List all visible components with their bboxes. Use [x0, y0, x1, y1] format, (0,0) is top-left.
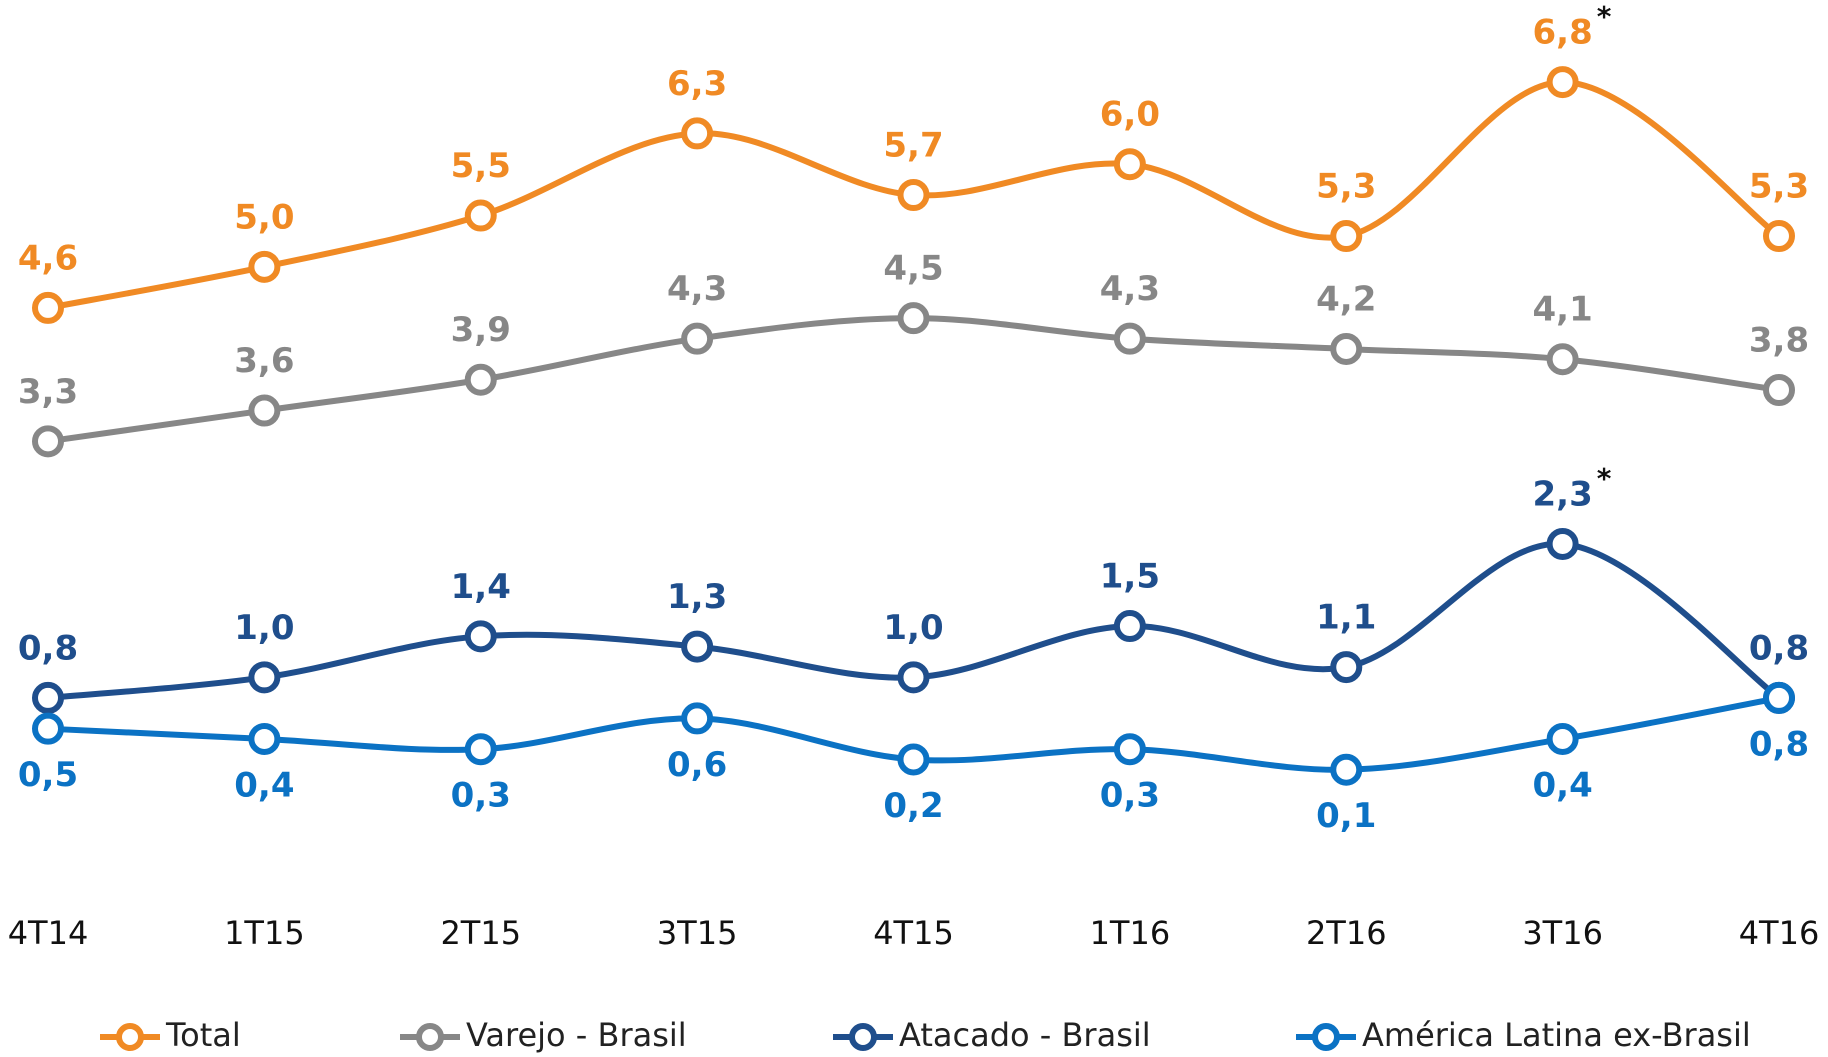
- data-label: 0,1: [1316, 796, 1376, 836]
- point: [1113, 733, 1146, 766]
- point: [464, 620, 497, 653]
- data-label: 0,2: [883, 786, 943, 826]
- point: [1113, 322, 1146, 355]
- point: [248, 661, 281, 694]
- x-tick-label: 4T16: [1739, 914, 1820, 952]
- legend-label: Atacado - Brasil: [899, 1016, 1151, 1054]
- x-tick-label: 3T15: [657, 914, 738, 952]
- data-label: 3,8: [1749, 321, 1809, 361]
- legend-marker: [849, 1023, 877, 1051]
- point: [681, 630, 714, 663]
- data-label: 4,5: [883, 249, 943, 289]
- point: [897, 661, 930, 694]
- point: [1330, 651, 1363, 684]
- data-label: 1,4: [451, 567, 511, 607]
- point: [681, 322, 714, 355]
- legend-label: América Latina ex-Brasil: [1362, 1016, 1751, 1054]
- data-label: 4,6: [18, 238, 78, 278]
- point: [1330, 753, 1363, 786]
- data-label: 0,4: [234, 765, 294, 805]
- data-label: 2,3: [1533, 474, 1593, 514]
- point: [32, 425, 64, 458]
- x-tick-label: 1T16: [1090, 914, 1171, 952]
- point: [32, 291, 64, 324]
- data-label: 5,7: [883, 126, 943, 166]
- point: [1330, 332, 1363, 365]
- series-line: [47, 540, 1781, 701]
- point: [1546, 66, 1579, 99]
- point: [1546, 722, 1579, 755]
- point: [1763, 374, 1795, 406]
- data-label: 1,0: [883, 608, 943, 648]
- data-label: 5,3: [1749, 167, 1809, 207]
- point: [464, 199, 497, 232]
- point: [248, 394, 281, 427]
- point: [32, 681, 64, 714]
- x-tick-label: 4T14: [8, 914, 89, 952]
- data-label: 1,5: [1100, 557, 1160, 597]
- data-label: 0,8: [1749, 628, 1809, 668]
- data-label: 0,8: [1749, 724, 1809, 764]
- point: [1763, 220, 1795, 253]
- point: [248, 722, 281, 755]
- data-label: 0,4: [1533, 765, 1593, 805]
- legend-label: Total: [165, 1016, 241, 1054]
- series-line: [47, 315, 1780, 445]
- legend-label: Varejo - Brasil: [466, 1016, 687, 1054]
- point: [464, 363, 497, 396]
- point: [1113, 610, 1146, 643]
- point: [1113, 148, 1146, 181]
- data-label: 3,9: [451, 310, 511, 350]
- point: [1546, 343, 1579, 376]
- point: [681, 702, 714, 735]
- x-tick-label: 1T15: [224, 914, 305, 952]
- point: [1546, 527, 1579, 560]
- data-label: 0,3: [1100, 776, 1160, 816]
- data-label: 4,3: [667, 269, 727, 309]
- data-label: 3,6: [234, 341, 294, 381]
- annotation: *: [1597, 0, 1612, 33]
- point: [897, 179, 930, 211]
- annotation: *: [1597, 462, 1612, 495]
- point: [248, 250, 281, 283]
- legend-marker: [1312, 1023, 1340, 1051]
- legend-marker: [116, 1023, 144, 1051]
- series-line: [47, 79, 1781, 311]
- point: [897, 302, 930, 335]
- x-tick-label: 4T15: [873, 914, 954, 952]
- data-label: 1,1: [1316, 598, 1376, 638]
- point: [681, 117, 714, 150]
- data-label: 4,2: [1316, 279, 1376, 319]
- data-label: 4,3: [1100, 269, 1160, 309]
- point: [1330, 220, 1363, 253]
- data-label: 5,5: [451, 146, 511, 186]
- point: [1763, 681, 1795, 714]
- data-label: 3,3: [18, 372, 78, 412]
- point: [897, 743, 930, 776]
- data-label: 1,0: [234, 608, 294, 648]
- data-label: 5,3: [1316, 167, 1376, 207]
- data-label: 6,3: [667, 64, 727, 104]
- data-label: 1,3: [667, 577, 727, 617]
- data-label: 0,5: [18, 755, 78, 795]
- data-label: 0,3: [451, 776, 511, 816]
- point: [464, 733, 497, 766]
- data-label: 4,1: [1533, 290, 1593, 330]
- x-tick-label: 2T15: [440, 914, 521, 952]
- data-label: 5,0: [234, 197, 294, 237]
- x-tick-label: 3T16: [1522, 914, 1603, 952]
- data-label: 6,0: [1100, 95, 1160, 135]
- legend-marker: [416, 1023, 444, 1051]
- data-label: 0,8: [18, 628, 78, 668]
- data-label: 0,6: [667, 745, 727, 785]
- point: [32, 712, 64, 745]
- x-tick-label: 2T16: [1306, 914, 1387, 952]
- data-label: 6,8: [1533, 13, 1593, 53]
